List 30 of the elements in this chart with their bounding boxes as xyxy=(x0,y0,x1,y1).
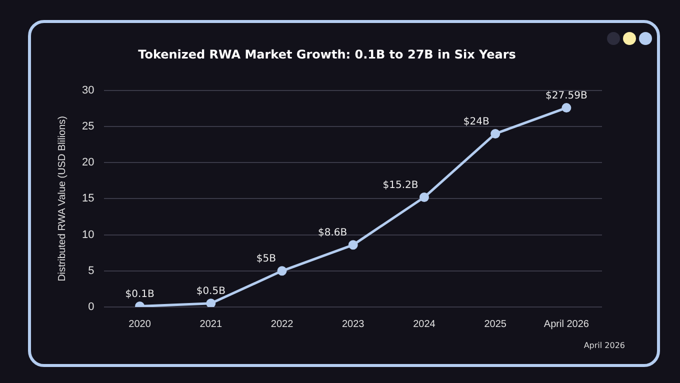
data-label: $27.59B xyxy=(546,90,588,102)
point xyxy=(277,266,287,276)
point xyxy=(562,103,572,113)
data-label: $8.6B xyxy=(318,228,348,238)
point xyxy=(206,298,216,307)
x-tick-label: 2022 xyxy=(270,318,294,330)
y-tick-label: 5 xyxy=(88,264,94,277)
y-tick-label: 10 xyxy=(82,228,94,241)
x-tick-label: 2021 xyxy=(200,318,222,330)
data-label: $0.1B xyxy=(125,288,154,300)
data-label: $5B xyxy=(256,253,276,264)
x-tick-label: 2023 xyxy=(342,318,365,330)
point xyxy=(348,240,358,250)
point xyxy=(490,128,500,138)
x-tick-label: 2020 xyxy=(128,318,152,330)
y-tick-label: 30 xyxy=(82,84,94,96)
text: April 2026 xyxy=(584,341,625,350)
y-tick-label: 15 xyxy=(82,192,94,205)
chart-title: Tokenized RWA Market Growth: 0.1B to 27B in Six Years xyxy=(138,47,516,62)
data-label: $0.5B xyxy=(196,286,226,297)
x-tick-label: April 2026 xyxy=(544,318,590,330)
data-label: $15.2B xyxy=(382,180,418,191)
y-tick-label: 0 xyxy=(88,301,94,314)
x-tick-label: 2025 xyxy=(484,318,507,330)
x-tick-label: 2024 xyxy=(413,318,436,330)
y-tick-label: 20 xyxy=(82,156,94,169)
y-axis-title: Distributed RWA Value (USD Blilions) xyxy=(56,116,68,282)
data-label: $24B xyxy=(463,116,490,128)
y-tick-label: 25 xyxy=(82,120,94,133)
point xyxy=(419,192,429,202)
